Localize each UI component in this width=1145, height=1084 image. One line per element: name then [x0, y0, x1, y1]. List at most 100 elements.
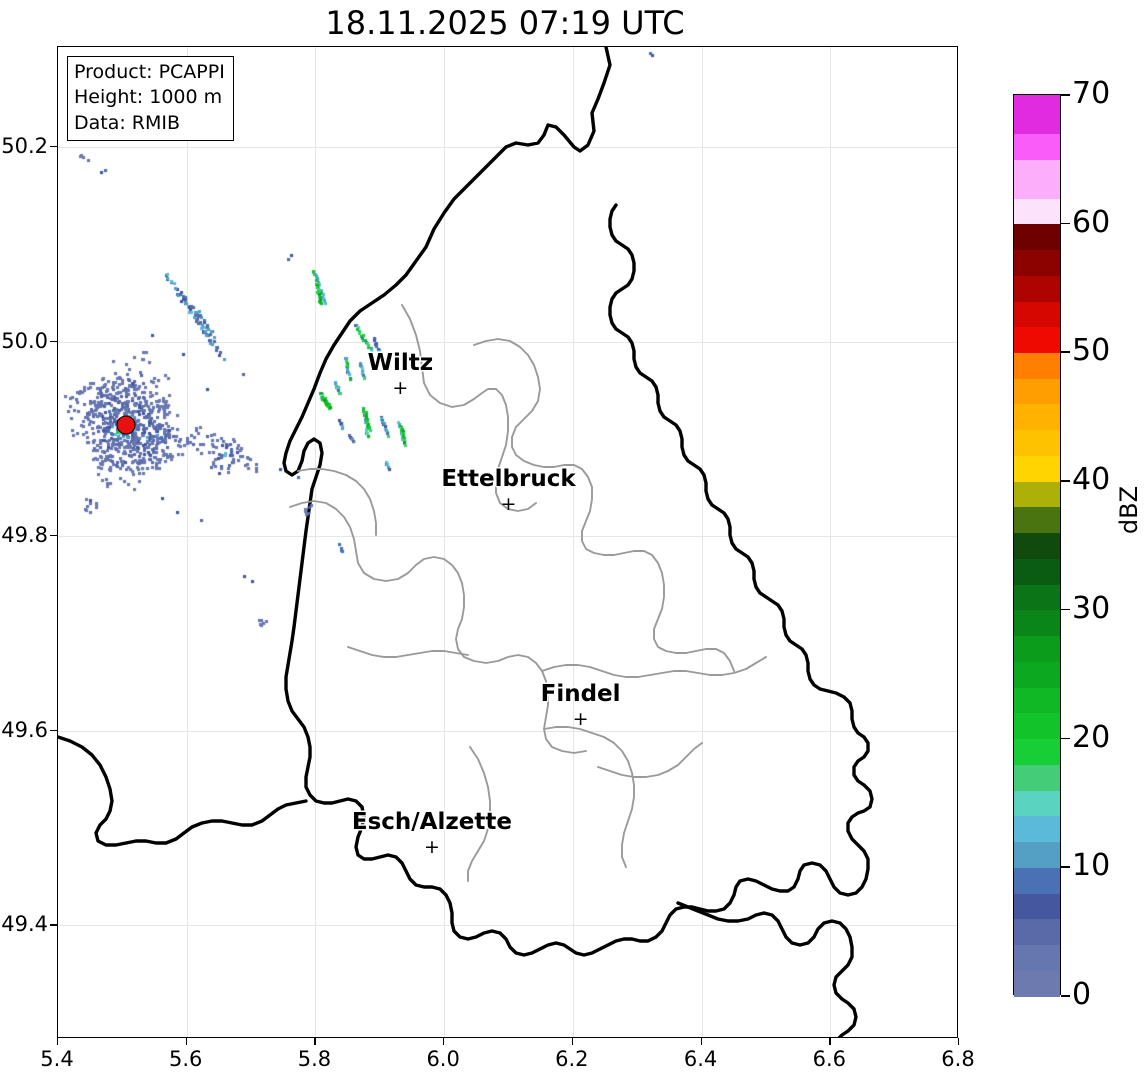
y-tick-mark [50, 924, 57, 926]
colorbar-band [1014, 790, 1060, 817]
x-axis: 5.4 5.6 5.8 6.0 6.2 6.4 6.6 6.8 [40, 1038, 975, 1084]
city-label-esch-alzette: Esch/Alzette + [351, 808, 512, 858]
colorbar-band [1014, 275, 1060, 302]
colorbar-band [1014, 403, 1060, 431]
city-marker: + [423, 835, 440, 858]
colorbar-band [1014, 815, 1060, 843]
colorbar-tick-mark [1061, 608, 1070, 611]
colorbar-tick-label: 70 [1072, 76, 1111, 111]
colorbar-band [1014, 133, 1060, 160]
colorbar-band [1014, 635, 1060, 662]
colorbar-tick-label: 50 [1072, 333, 1111, 369]
colorbar-tick-label: 30 [1072, 590, 1111, 626]
city-label-findel: Findel + [541, 683, 621, 729]
colorbar-tick-label: 10 [1072, 848, 1111, 884]
colorbar-band [1014, 558, 1060, 585]
x-tick-label: 5.6 [169, 1047, 203, 1071]
x-tick-label: 6.0 [426, 1047, 460, 1071]
product-info-box: Product: PCAPPI Height: 1000 m Data: RMI… [67, 56, 234, 141]
colorbar-tick-mark [1061, 866, 1070, 868]
colorbar-tick-label: 60 [1072, 204, 1111, 240]
info-product: Product: PCAPPI [74, 61, 225, 83]
x-tick-mark [958, 1038, 960, 1045]
colorbar [1013, 94, 1061, 997]
colorbar-band [1014, 378, 1060, 405]
radar-echo-layer [58, 47, 957, 1037]
page-title: 18.11.2025 07:19 UTC [325, 4, 685, 42]
colorbar-tick-mark [1061, 94, 1070, 96]
x-tick-label: 5.8 [297, 1047, 332, 1071]
y-tick-mark [50, 729, 57, 731]
colorbar-band [1014, 712, 1060, 740]
radar-map-plot: Wiltz + Ettelbruck + Findel + Esch/Alzette + Pr… [57, 46, 958, 1038]
colorbar-band [1014, 661, 1060, 688]
y-tick-mark [50, 340, 57, 342]
colorbar-band [1014, 429, 1060, 456]
colorbar-band [1014, 584, 1060, 611]
colorbar-band [1014, 249, 1060, 276]
y-tick-mark [50, 535, 57, 537]
colorbar-band [1014, 687, 1060, 714]
colorbar-band [1014, 95, 1060, 135]
x-tick-label: 6.2 [555, 1047, 589, 1071]
y-tick-label: 49.6 [1, 717, 48, 742]
info-height: Height: 1000 m [74, 86, 223, 109]
info-data: Data: RMIB [74, 111, 181, 134]
city-marker: + [572, 708, 589, 731]
colorbar-ticks: 0 10 20 30 40 50 60 70 [1061, 79, 1145, 1010]
colorbar-band [1014, 197, 1060, 225]
city-name: Wiltz [367, 349, 434, 376]
colorbar-tick-mark [1061, 222, 1070, 225]
x-tick-mark [443, 1038, 445, 1045]
colorbar-band [1014, 300, 1060, 328]
y-tick-label: 49.4 [1, 912, 48, 937]
colorbar-tick-label: 20 [1072, 719, 1111, 755]
colorbar-band [1014, 970, 1060, 997]
radar-station-marker [116, 415, 136, 435]
city-name: Findel [540, 681, 621, 708]
colorbar-band [1014, 867, 1060, 894]
city-name: Ettelbruck [441, 465, 576, 492]
y-tick-label: 50.0 [1, 328, 48, 353]
colorbar-band [1014, 506, 1060, 534]
y-tick-mark [50, 146, 57, 148]
colorbar-tick-label: 40 [1072, 462, 1111, 498]
colorbar-band [1014, 918, 1060, 946]
x-tick-label: 6.4 [683, 1047, 718, 1071]
colorbar-tick-mark [1061, 351, 1070, 354]
colorbar-tick-label: 0 [1072, 977, 1092, 1012]
colorbar-band [1014, 352, 1060, 379]
colorbar-tick-mark [1061, 480, 1070, 482]
colorbar-band [1014, 841, 1060, 868]
x-tick-mark [185, 1038, 187, 1045]
city-label-wiltz: Wiltz + [367, 349, 434, 399]
x-tick-mark [57, 1038, 59, 1045]
city-marker: + [500, 492, 517, 515]
x-tick-label: 6.6 [812, 1047, 846, 1071]
city-label-ettelbruck: Ettelbruck + [441, 465, 576, 515]
y-axis: 49.4 49.6 49.8 50.0 50.2 [0, 46, 57, 1038]
colorbar-band [1014, 481, 1060, 508]
colorbar-tick-mark [1061, 995, 1070, 997]
x-tick-mark [829, 1038, 831, 1045]
colorbar-band [1014, 764, 1060, 791]
colorbar-band [1014, 326, 1060, 353]
colorbar-band [1014, 944, 1060, 971]
x-tick-label: 5.4 [40, 1047, 74, 1071]
x-tick-mark [571, 1038, 574, 1045]
y-tick-label: 50.2 [1, 134, 48, 159]
colorbar-band [1014, 159, 1060, 199]
city-marker: + [392, 376, 409, 399]
colorbar-band [1014, 223, 1060, 251]
x-tick-label: 6.8 [941, 1047, 975, 1071]
colorbar-band [1014, 893, 1060, 920]
colorbar-band [1014, 455, 1060, 482]
colorbar-band [1014, 609, 1060, 637]
city-name: Esch/Alzette [351, 808, 512, 835]
x-tick-mark [700, 1038, 702, 1045]
x-tick-mark [314, 1038, 316, 1045]
colorbar-band [1014, 738, 1060, 765]
y-tick-label: 49.8 [1, 523, 48, 548]
colorbar-band [1014, 532, 1060, 559]
colorbar-tick-mark [1061, 737, 1070, 740]
